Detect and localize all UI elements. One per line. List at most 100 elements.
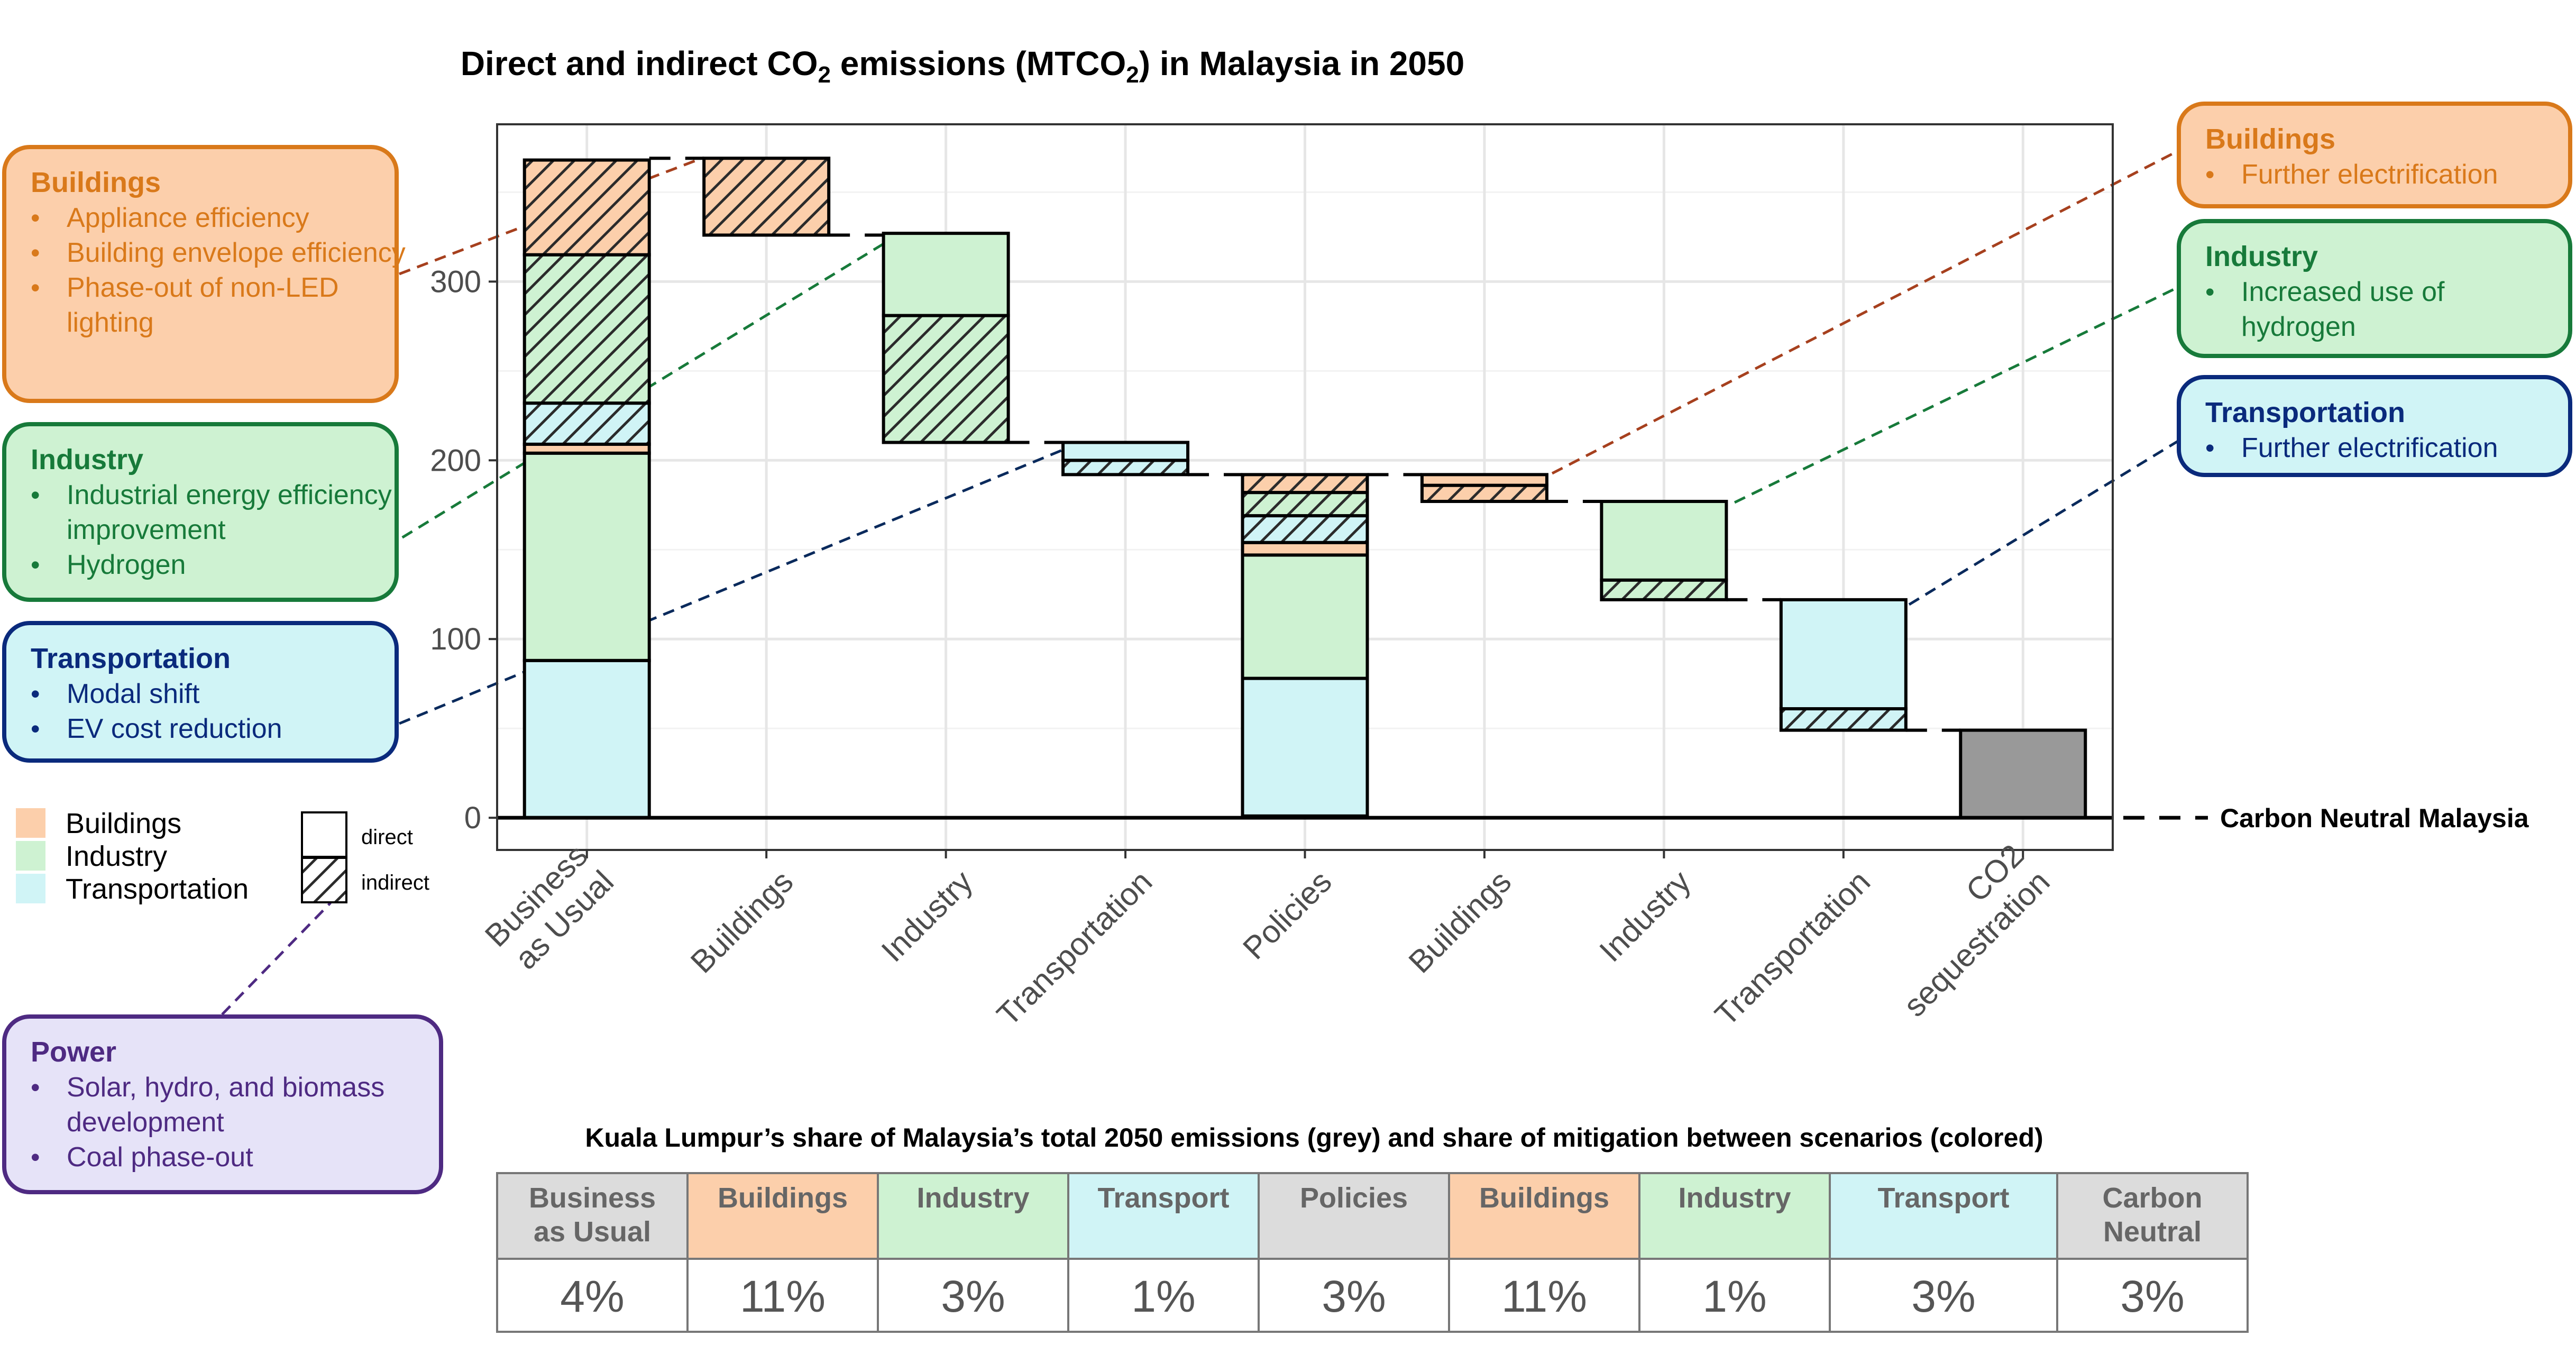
x-tick-label-line: Industry [1592, 864, 1697, 968]
bar-2 [882, 232, 1010, 444]
bar-4 [1241, 473, 1369, 818]
bar-segment-sequestration-direct [1960, 730, 2086, 818]
callout-box [2, 145, 399, 403]
table-header-label: Buildings [718, 1182, 848, 1214]
table-header-line: Transport [1097, 1182, 1229, 1214]
legend-label-transportation: Transportation [66, 873, 249, 905]
bar-segment-hatch [1781, 709, 1906, 730]
table-value-cell [1448, 1258, 1640, 1333]
legend-label-industry: Industry [66, 840, 167, 872]
y-tick-label: 0 [464, 801, 481, 835]
x-tick-labels: Businessas Usual Buildings Industry Transpo… [478, 837, 2057, 1032]
legend-label-buildings: Buildings [66, 808, 181, 839]
bar-segment-transportation-direct [1063, 442, 1188, 461]
table-value: 4% [560, 1271, 624, 1321]
callout-buildings-left: Buildings • Appliance efficiency • Building … [2, 145, 406, 403]
title-subscript-2: 2 [1126, 62, 1139, 88]
table-header-label: Transport [1097, 1182, 1229, 1214]
callout-box [2, 621, 399, 763]
table-column-1: Buildings 11% [686, 1172, 879, 1333]
table-value-cell [2056, 1258, 2249, 1333]
callout-item: development [67, 1107, 224, 1138]
table-header-cell [2056, 1172, 2249, 1260]
callout-title: Transportation [2205, 397, 2405, 428]
y-tick-label: 100 [430, 622, 481, 656]
bar-segment-hatch [1063, 460, 1188, 475]
bar-segment-hatch [883, 315, 1009, 443]
bar-segment-industry-direct [883, 233, 1009, 316]
table-header-label: Policies [1300, 1182, 1408, 1214]
table-header-line: Policies [1300, 1182, 1408, 1214]
bar-segment-buildings-direct [1422, 474, 1547, 486]
leader-line [385, 231, 903, 549]
bar-segment-outline [1779, 598, 1908, 711]
callout-title: Buildings [31, 167, 161, 198]
bar-segment-outline [522, 158, 651, 257]
bar-segment-industry-direct [1601, 501, 1727, 580]
table-value-cell [1829, 1258, 2058, 1333]
bar-7 [1779, 598, 1908, 732]
table-header-line: Industry [916, 1182, 1029, 1214]
leader-line [1908, 437, 2183, 606]
bar-segment-hatch [1422, 485, 1547, 502]
callout-item: lighting [67, 307, 154, 338]
table-value: 11% [740, 1271, 826, 1321]
x-tick-label: Transportation [1708, 864, 1877, 1032]
callouts: Buildings • Appliance efficiency • Building … [2, 102, 2572, 1194]
bar-segment-hatch [524, 403, 649, 444]
x-tick-label: Businessas Usual [478, 837, 620, 980]
x-tick-label-line: Policies [1236, 864, 1339, 966]
carbon-neutral-label: Carbon Neutral Malaysia [2220, 803, 2529, 833]
legend-swatch-transportation [16, 874, 45, 903]
y-tick-label: 200 [430, 443, 481, 478]
callout-item: Increased use of [2241, 277, 2445, 307]
callout-bullet: • [31, 1073, 40, 1102]
callout-bullet: • [31, 480, 40, 510]
callout-title: Industry [31, 444, 143, 475]
table-header-cell [496, 1172, 689, 1260]
legend-label-direct: direct [361, 826, 413, 849]
callout-item: EV cost reduction [67, 713, 282, 744]
table-header-cell [1829, 1172, 2058, 1260]
legend-label-indirect: indirect [361, 871, 429, 894]
table-value: 3% [941, 1271, 1005, 1321]
callout-transport-left: Transportation • Modal shift • EV cost reduc… [2, 621, 399, 763]
leader-line [1734, 284, 2183, 504]
callout-bullet: • [31, 679, 40, 709]
table-header-label: Carbon Neutral [2103, 1182, 2203, 1248]
callout-item: hydrogen [2241, 312, 2356, 342]
chart-title: Direct and indirect CO2 emissions (MTCO2… [461, 44, 1464, 88]
table-value: 3% [1911, 1271, 1975, 1321]
title-subscript-1: 2 [818, 62, 831, 88]
callout-buildings-right: Buildings • Further electrification [2177, 102, 2572, 208]
x-tick-label: Industry [875, 864, 979, 968]
bar-segment-hatch [1242, 474, 1368, 493]
table-header-cell [1448, 1172, 1640, 1260]
table-header-label: Business as Usual [529, 1182, 656, 1248]
bar-segment-buildings-direct [1242, 542, 1368, 555]
callout-title: Buildings [2205, 123, 2335, 155]
table-header-label: Industry [916, 1182, 1029, 1214]
callout-bullet: • [2205, 433, 2215, 463]
x-tick-label-line: Transportation [1708, 864, 1877, 1032]
bar-segment-hatch [524, 254, 649, 404]
bar-segment-hatch [1242, 492, 1368, 516]
table-column-6: Industry 1% [1638, 1172, 1831, 1333]
table-value-cell [1067, 1258, 1260, 1333]
connectors: Carbon Neutral Malaysia [497, 157, 2529, 833]
table-header-line: Industry [1678, 1182, 1791, 1214]
bar-segment-outline [882, 232, 1010, 317]
callout-industry-right: Industry • Increased use of hydrogen [2177, 219, 2572, 358]
bar-5 [1420, 473, 1548, 504]
bars [522, 157, 2087, 820]
table-value-cell [1258, 1258, 1450, 1333]
legend-swatch-direct [301, 811, 347, 858]
callout-power-left: Power • Solar, hydro, and biomass developme… [2, 1014, 443, 1194]
table-value-cell [877, 1258, 1069, 1333]
callout-item: Hydrogen [67, 550, 186, 580]
x-tick-label: Industry [1592, 864, 1697, 968]
table-header-line: Carbon [2103, 1182, 2203, 1214]
table-value: 3% [1322, 1271, 1386, 1321]
callout-transport-right: Transportation • Further electrification [2177, 375, 2572, 477]
